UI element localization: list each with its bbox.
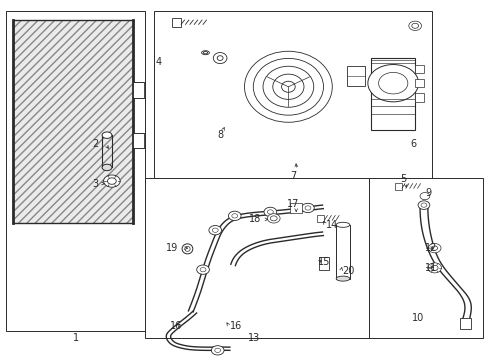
Bar [394,183,401,190]
Text: 15: 15 [317,257,329,267]
Ellipse shape [102,164,112,171]
Text: 6: 6 [409,139,416,149]
Bar [459,318,470,329]
Ellipse shape [217,56,223,60]
Circle shape [408,21,421,31]
Text: 14: 14 [326,220,338,230]
Circle shape [431,246,437,250]
Circle shape [196,265,209,274]
Bar [414,93,423,102]
Circle shape [231,214,237,218]
Text: 11: 11 [424,263,436,273]
Circle shape [264,207,276,217]
Ellipse shape [203,51,207,54]
Bar [154,12,431,180]
Circle shape [267,214,280,223]
Bar [346,66,365,86]
Ellipse shape [335,222,349,227]
Ellipse shape [272,74,304,99]
Text: 9: 9 [424,188,430,198]
Bar [318,257,329,270]
Text: 20: 20 [341,266,354,276]
Circle shape [270,216,277,221]
Ellipse shape [182,244,192,254]
Bar [172,18,181,27]
Ellipse shape [335,276,349,281]
Bar [133,133,144,148]
Text: 17: 17 [286,199,299,209]
Bar [13,21,133,223]
Text: 12: 12 [424,243,436,253]
Circle shape [420,203,426,207]
Bar [414,64,423,73]
Circle shape [228,211,241,221]
Text: 13: 13 [247,333,260,343]
Ellipse shape [263,66,313,107]
Bar [335,225,349,279]
Ellipse shape [213,53,226,64]
Text: 4: 4 [155,57,161,67]
Bar [5,12,144,330]
Ellipse shape [281,81,295,92]
Text: 1: 1 [73,333,79,343]
Circle shape [378,72,407,94]
Text: 18: 18 [249,215,261,224]
Text: 19: 19 [166,243,178,253]
Bar [414,79,423,87]
Bar [289,203,301,213]
Circle shape [214,348,220,352]
Bar [144,178,368,338]
Circle shape [200,267,205,272]
Circle shape [427,243,440,253]
Circle shape [211,346,224,355]
Ellipse shape [253,58,323,115]
Circle shape [417,201,429,210]
Bar [368,178,483,338]
Text: 2: 2 [92,139,98,149]
Text: 7: 7 [289,171,296,181]
Circle shape [212,228,218,232]
Circle shape [430,265,437,270]
Ellipse shape [102,132,112,138]
Ellipse shape [201,51,209,55]
Circle shape [367,64,418,102]
Text: 5: 5 [399,174,405,184]
Circle shape [419,193,429,200]
Ellipse shape [244,51,331,122]
Bar [316,215,324,222]
Text: 10: 10 [410,313,423,323]
Circle shape [107,178,116,184]
Ellipse shape [184,246,190,251]
Text: 3: 3 [92,179,98,189]
Circle shape [427,263,441,273]
Circle shape [267,210,273,214]
Circle shape [305,206,310,210]
Text: 16: 16 [229,321,242,331]
Text: 8: 8 [217,130,223,140]
Circle shape [411,23,418,28]
Bar [370,58,414,130]
Circle shape [103,175,120,187]
Circle shape [208,226,221,235]
Text: 16: 16 [170,321,182,331]
Circle shape [301,203,314,213]
Bar [133,82,144,98]
